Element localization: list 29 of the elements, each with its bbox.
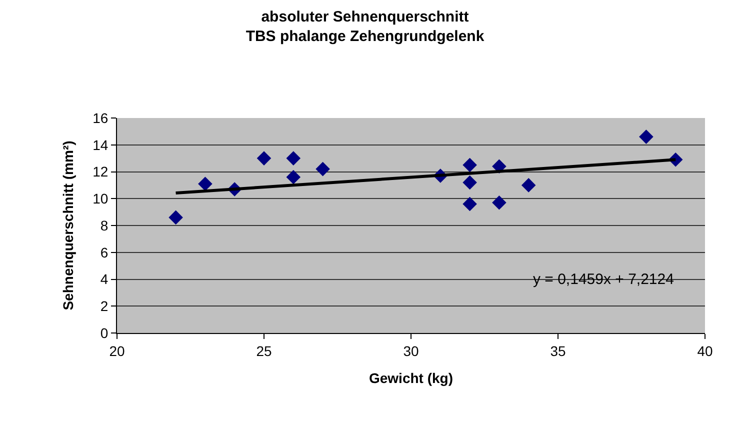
point (462, 158, 477, 172)
point (316, 162, 330, 176)
y-tick-label: 2 (100, 298, 108, 314)
point (639, 130, 654, 144)
point (521, 178, 536, 192)
y-tick-label: 8 (100, 217, 108, 234)
point (462, 196, 477, 212)
x-tick-label: 20 (109, 342, 125, 359)
y-tick-label: 6 (100, 244, 108, 260)
y-tick-label: 4 (100, 271, 108, 288)
x-tick-label: 30 (403, 342, 419, 359)
point (286, 151, 301, 166)
point (286, 170, 301, 184)
point (462, 175, 477, 190)
chart-title: absoluter Sehnenquerschnitt TBS phalange Zehengrundgelenk (246, 8, 485, 46)
y-tick-label: 16 (92, 110, 108, 126)
x-axis-title: Gewicht (kg) (368, 370, 454, 386)
point (256, 151, 272, 166)
point (492, 196, 506, 210)
x-tick-label: 35 (550, 342, 566, 359)
y-tick-label: 14 (92, 136, 108, 153)
y-tick-label: 12 (92, 164, 108, 180)
point (168, 210, 183, 225)
point (198, 176, 212, 191)
y-tick-label: 10 (92, 190, 108, 207)
x-tick-label: 40 (697, 342, 713, 359)
y-tick-label: 0 (100, 324, 108, 341)
x-tick-label: 25 (256, 342, 272, 359)
y-axis-title: Sehnenquerschnitt (mm²) (60, 140, 76, 310)
